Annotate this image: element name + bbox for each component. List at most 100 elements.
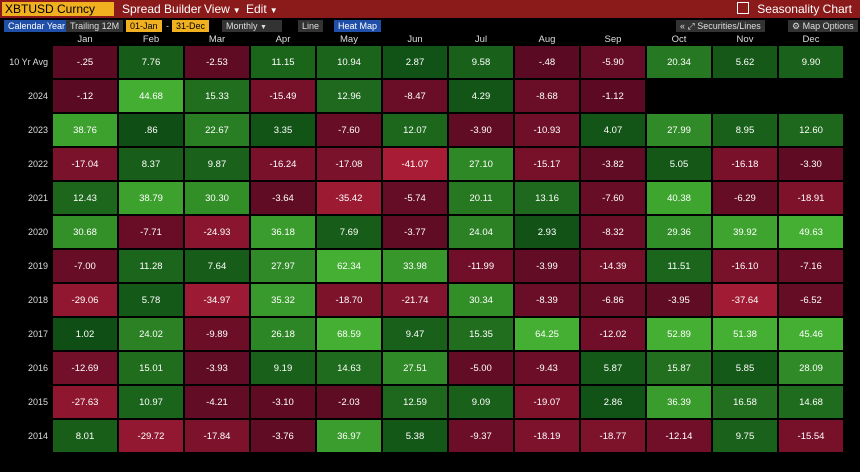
view-menu[interactable]: View ▼ <box>204 2 241 16</box>
heat-cell[interactable]: 51.38 <box>713 318 777 350</box>
heat-cell[interactable]: 27.51 <box>383 352 447 384</box>
heat-map-button[interactable]: Heat Map <box>334 20 382 32</box>
heat-cell[interactable]: 9.90 <box>779 46 843 78</box>
heat-cell[interactable]: -29.72 <box>119 420 183 452</box>
map-options-button[interactable]: ⚙ Map Options <box>788 20 858 32</box>
heat-cell[interactable]: 62.34 <box>317 250 381 282</box>
heat-cell[interactable]: 24.04 <box>449 216 513 248</box>
heat-cell[interactable]: -.25 <box>53 46 117 78</box>
heat-cell[interactable]: 12.60 <box>779 114 843 146</box>
heat-cell[interactable]: 7.69 <box>317 216 381 248</box>
date-to-field[interactable]: 31-Dec <box>172 20 210 32</box>
heat-cell[interactable]: 15.35 <box>449 318 513 350</box>
heat-cell[interactable]: -9.89 <box>185 318 249 350</box>
heat-cell[interactable]: -34.97 <box>185 284 249 316</box>
heat-cell[interactable]: 40.38 <box>647 182 711 214</box>
heat-cell[interactable]: 9.09 <box>449 386 513 418</box>
heat-cell[interactable]: -9.37 <box>449 420 513 452</box>
heat-cell[interactable]: 12.96 <box>317 80 381 112</box>
heat-cell[interactable]: 8.01 <box>53 420 117 452</box>
heat-cell[interactable]: 11.51 <box>647 250 711 282</box>
heat-cell[interactable]: 9.19 <box>251 352 315 384</box>
heat-cell[interactable]: 5.62 <box>713 46 777 78</box>
heat-cell[interactable]: 26.18 <box>251 318 315 350</box>
heat-cell[interactable]: -3.82 <box>581 148 645 180</box>
heat-cell[interactable]: 3.35 <box>251 114 315 146</box>
heat-cell[interactable]: -17.08 <box>317 148 381 180</box>
heat-cell[interactable]: -5.00 <box>449 352 513 384</box>
heat-cell[interactable]: 4.07 <box>581 114 645 146</box>
heat-cell[interactable]: 12.07 <box>383 114 447 146</box>
heat-cell[interactable]: 28.09 <box>779 352 843 384</box>
heat-cell[interactable]: -7.60 <box>317 114 381 146</box>
securities-lines-button[interactable]: « ⤢ Securities/Lines <box>676 20 765 32</box>
heat-cell[interactable]: 5.87 <box>581 352 645 384</box>
heat-cell[interactable]: -.12 <box>53 80 117 112</box>
heat-cell[interactable]: 20.11 <box>449 182 513 214</box>
heat-cell[interactable]: 64.25 <box>515 318 579 350</box>
heat-cell[interactable]: -21.74 <box>383 284 447 316</box>
heat-cell[interactable]: 14.63 <box>317 352 381 384</box>
heat-cell[interactable]: -15.54 <box>779 420 843 452</box>
calendar-year-button[interactable]: Calendar Year <box>4 20 70 32</box>
spread-builder-menu[interactable]: Spread Builder <box>122 2 201 16</box>
heat-cell[interactable]: -3.77 <box>383 216 447 248</box>
heat-cell[interactable]: 4.29 <box>449 80 513 112</box>
heat-cell[interactable]: -7.71 <box>119 216 183 248</box>
heat-cell[interactable]: -16.10 <box>713 250 777 282</box>
heat-cell[interactable]: 5.85 <box>713 352 777 384</box>
heat-cell[interactable]: -2.53 <box>185 46 249 78</box>
heat-cell[interactable]: 9.87 <box>185 148 249 180</box>
heat-cell[interactable]: 7.76 <box>119 46 183 78</box>
heat-cell[interactable]: -6.52 <box>779 284 843 316</box>
heat-cell[interactable]: 13.16 <box>515 182 579 214</box>
heat-cell[interactable]: -12.14 <box>647 420 711 452</box>
heat-cell[interactable]: -8.47 <box>383 80 447 112</box>
edit-menu[interactable]: Edit ▼ <box>246 2 278 16</box>
heat-cell[interactable] <box>779 80 843 112</box>
heat-cell[interactable]: -1.12 <box>581 80 645 112</box>
heat-cell[interactable]: -12.69 <box>53 352 117 384</box>
heat-cell[interactable] <box>713 80 777 112</box>
heat-cell[interactable]: -17.04 <box>53 148 117 180</box>
heat-cell[interactable]: 10.97 <box>119 386 183 418</box>
heat-cell[interactable]: 15.87 <box>647 352 711 384</box>
heat-cell[interactable]: -10.93 <box>515 114 579 146</box>
frequency-select[interactable]: Monthly ▼ <box>222 20 282 32</box>
heat-cell[interactable]: -6.86 <box>581 284 645 316</box>
heat-cell[interactable]: -18.19 <box>515 420 579 452</box>
heat-cell[interactable]: 11.28 <box>119 250 183 282</box>
heat-cell[interactable]: -8.32 <box>581 216 645 248</box>
heat-cell[interactable]: 38.76 <box>53 114 117 146</box>
heat-cell[interactable]: -7.00 <box>53 250 117 282</box>
heat-cell[interactable]: 30.68 <box>53 216 117 248</box>
heat-cell[interactable]: -3.90 <box>449 114 513 146</box>
heat-cell[interactable]: 27.97 <box>251 250 315 282</box>
heat-cell[interactable]: -12.02 <box>581 318 645 350</box>
heat-cell[interactable]: 5.78 <box>119 284 183 316</box>
heat-cell[interactable]: 38.79 <box>119 182 183 214</box>
heat-cell[interactable]: 7.64 <box>185 250 249 282</box>
heat-cell[interactable]: -14.39 <box>581 250 645 282</box>
heat-cell[interactable]: -18.77 <box>581 420 645 452</box>
heat-cell[interactable]: -7.16 <box>779 250 843 282</box>
heat-cell[interactable]: -3.64 <box>251 182 315 214</box>
heat-cell[interactable]: 5.38 <box>383 420 447 452</box>
heat-cell[interactable]: -5.74 <box>383 182 447 214</box>
heat-cell[interactable]: 68.59 <box>317 318 381 350</box>
heat-cell[interactable]: 2.87 <box>383 46 447 78</box>
heat-cell[interactable]: 2.86 <box>581 386 645 418</box>
line-button[interactable]: Line <box>298 20 324 32</box>
heat-cell[interactable]: 8.37 <box>119 148 183 180</box>
heat-cell[interactable]: -18.70 <box>317 284 381 316</box>
heat-cell[interactable]: -41.07 <box>383 148 447 180</box>
heat-cell[interactable]: 12.43 <box>53 182 117 214</box>
heat-cell[interactable]: 30.34 <box>449 284 513 316</box>
heat-cell[interactable]: 10.94 <box>317 46 381 78</box>
heat-cell[interactable]: 14.68 <box>779 386 843 418</box>
heat-cell[interactable]: 2.93 <box>515 216 579 248</box>
heat-cell[interactable]: 20.34 <box>647 46 711 78</box>
heat-cell[interactable]: -19.07 <box>515 386 579 418</box>
heat-cell[interactable]: 49.63 <box>779 216 843 248</box>
heat-cell[interactable]: 36.97 <box>317 420 381 452</box>
